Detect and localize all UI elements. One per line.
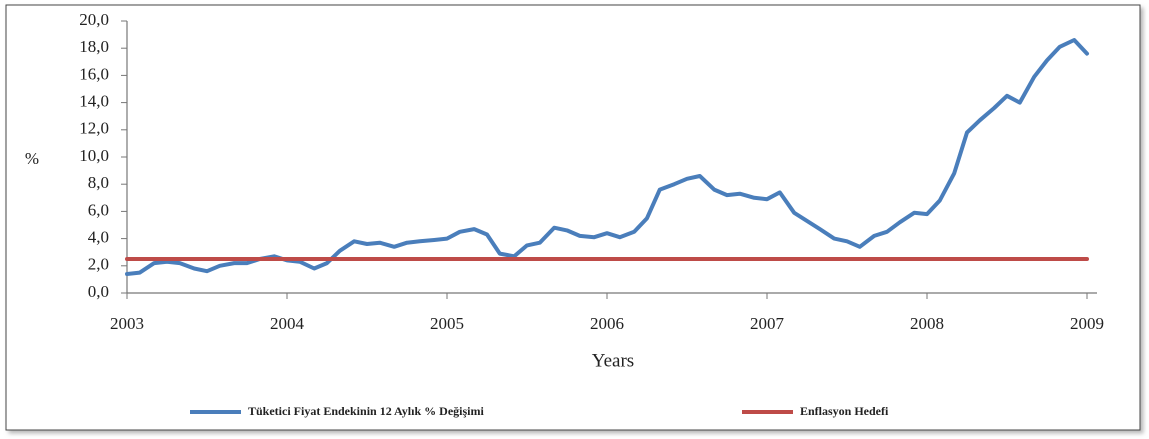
y-axis-label: % <box>25 149 39 168</box>
y-tick-label: 18,0 <box>79 37 109 56</box>
x-tick-label: 2007 <box>750 314 785 333</box>
x-tick-label: 2008 <box>910 314 944 333</box>
legend-label: Enflasyon Hedefi <box>800 404 889 418</box>
x-tick-label: 2004 <box>270 314 305 333</box>
legend-label: Tüketici Fiyat Endekinin 12 Aylık % Deği… <box>248 404 484 418</box>
y-tick-label: 20,0 <box>79 10 109 29</box>
x-tick-label: 2009 <box>1070 314 1104 333</box>
y-tick-label: 4,0 <box>88 228 109 247</box>
y-tick-label: 10,0 <box>79 146 109 165</box>
y-tick-label: 16,0 <box>79 64 109 83</box>
frame <box>5 4 1141 431</box>
y-tick-label: 14,0 <box>79 92 109 111</box>
y-tick-label: 0,0 <box>88 282 109 301</box>
y-tick-label: 6,0 <box>88 200 109 219</box>
y-tick-label: 8,0 <box>88 173 109 192</box>
x-tick-label: 2006 <box>590 314 624 333</box>
x-tick-label: 2005 <box>430 314 464 333</box>
y-tick-label: 12,0 <box>79 119 109 138</box>
y-tick-label: 2,0 <box>88 255 109 274</box>
x-tick-label: 2003 <box>110 314 144 333</box>
x-axis-label: Years <box>592 350 634 371</box>
